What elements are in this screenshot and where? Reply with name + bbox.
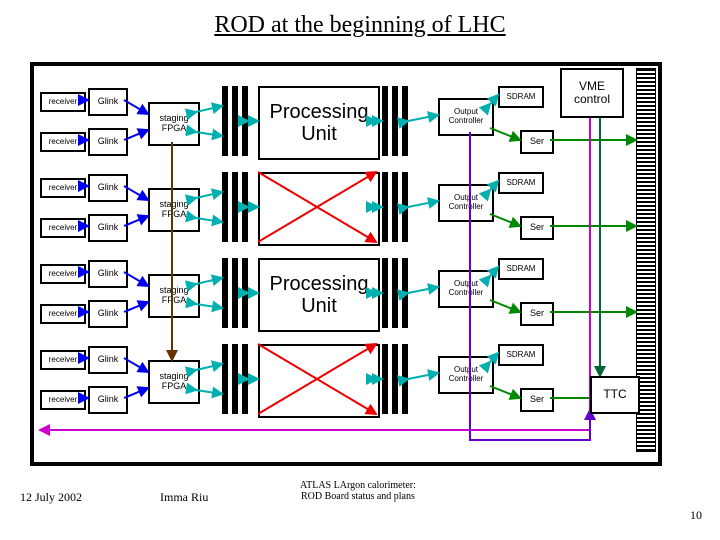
sdram: SDRAM <box>498 86 544 108</box>
fifo-bar <box>392 172 398 242</box>
receiver: receiver <box>40 264 86 284</box>
staging-fpga: staging FPGA <box>148 188 200 232</box>
fifo-bar <box>382 344 388 414</box>
receiver: receiver <box>40 218 86 238</box>
fifo-bar <box>222 258 228 328</box>
staging-fpga: staging FPGA <box>148 102 200 146</box>
fifo-bar <box>242 344 248 414</box>
ser: Ser <box>520 302 554 326</box>
fifo-bar <box>392 86 398 156</box>
fifo-bar <box>242 86 248 156</box>
fifo-bar <box>232 258 238 328</box>
glink: Glink <box>88 214 128 242</box>
fifo-bar <box>232 86 238 156</box>
staging-fpga: staging FPGA <box>148 274 200 318</box>
glink: Glink <box>88 386 128 414</box>
fifo-bar <box>232 344 238 414</box>
processing-unit <box>258 344 380 418</box>
footer-caption: ATLAS LArgon calorimeter: ROD Board stat… <box>300 480 416 502</box>
vme-control: VME control <box>560 68 624 118</box>
glink: Glink <box>88 174 128 202</box>
fifo-bar <box>402 172 408 242</box>
footer-author: Imma Riu <box>160 490 208 505</box>
footer-page: 10 <box>690 508 702 523</box>
output-controller: Output Controller <box>438 270 494 308</box>
fifo-bar <box>382 86 388 156</box>
fifo-bar <box>382 172 388 242</box>
fifo-bar <box>382 258 388 328</box>
receiver: receiver <box>40 178 86 198</box>
glink: Glink <box>88 88 128 116</box>
fifo-bar <box>402 344 408 414</box>
sdram: SDRAM <box>498 344 544 366</box>
fifo-bar <box>242 172 248 242</box>
output-controller: Output Controller <box>438 184 494 222</box>
fifo-bar <box>232 172 238 242</box>
page-title: ROD at the beginning of LHC <box>0 12 720 39</box>
fifo-bar <box>222 86 228 156</box>
fifo-bar <box>222 344 228 414</box>
receiver: receiver <box>40 390 86 410</box>
receiver: receiver <box>40 304 86 324</box>
receiver: receiver <box>40 92 86 112</box>
fifo-bar <box>402 86 408 156</box>
receiver: receiver <box>40 350 86 370</box>
receiver: receiver <box>40 132 86 152</box>
ser: Ser <box>520 388 554 412</box>
glink: Glink <box>88 300 128 328</box>
glink: Glink <box>88 346 128 374</box>
fifo-bar <box>242 258 248 328</box>
output-controller: Output Controller <box>438 356 494 394</box>
processing-unit: Processing Unit <box>258 86 380 160</box>
sdram: SDRAM <box>498 258 544 280</box>
sdram: SDRAM <box>498 172 544 194</box>
output-controller: Output Controller <box>438 98 494 136</box>
ser: Ser <box>520 130 554 154</box>
footer-date: 12 July 2002 <box>20 490 82 505</box>
processing-unit: Processing Unit <box>258 258 380 332</box>
processing-unit <box>258 172 380 246</box>
fifo-bar <box>392 344 398 414</box>
ser: Ser <box>520 216 554 240</box>
fifo-bar <box>402 258 408 328</box>
ttc-block: TTC <box>590 376 640 414</box>
glink: Glink <box>88 128 128 156</box>
staging-fpga: staging FPGA <box>148 360 200 404</box>
fifo-bar <box>222 172 228 242</box>
fifo-bar <box>392 258 398 328</box>
glink: Glink <box>88 260 128 288</box>
